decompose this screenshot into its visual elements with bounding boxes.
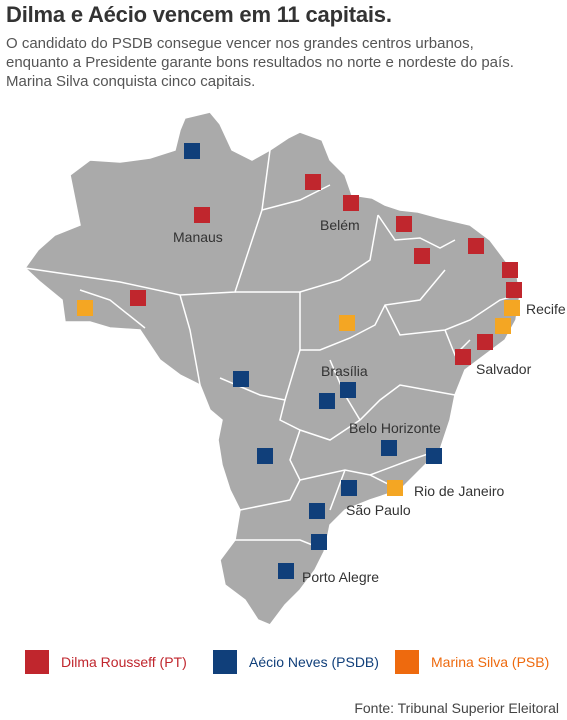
source-note: Fonte: Tribunal Superior Eleitoral [354,700,559,716]
marker-macapa [305,174,321,190]
marker-cuiaba [233,371,249,387]
marker-goiania [319,393,335,409]
legend-label-aecio: Aécio Neves (PSDB) [249,654,379,670]
label-brasilia: Brasília [321,363,368,379]
label-porto-alegre: Porto Alegre [302,569,379,585]
marker-fortaleza [468,238,484,254]
marker-rio-de-janeiro [387,480,403,496]
brazil-outline [24,111,521,626]
label-sao-paulo: São Paulo [346,502,411,518]
legend-swatch-dilma [25,650,49,674]
label-salvador: Salvador [476,361,532,377]
marker-rio-branco [130,290,146,306]
map-title: Dilma e Aécio vencem em 11 capitais. [6,2,392,27]
subtitle-line-2: enquanto a Presidente garante bons resul… [6,54,514,71]
marker-porto-alegre [278,563,294,579]
marker-belem [343,195,359,211]
label-rio-de-janeiro: Rio de Janeiro [414,483,504,499]
marker-maceio [477,334,493,350]
marker-joao-pessoa [506,282,522,298]
state-borders [24,149,518,551]
marker-campo-grande [257,448,273,464]
capital-markers [77,143,522,579]
label-belo-horizonte: Belo Horizonte [349,420,441,436]
legend-swatch-aecio [213,650,237,674]
subtitle-line-1: O candidato do PSDB consegue vencer nos … [6,35,474,52]
marker-manaus [194,207,210,223]
marker-sao-paulo [341,480,357,496]
marker-brasilia [340,382,356,398]
marker-florianopolis [311,534,327,550]
marker-boa-vista [184,143,200,159]
marker-palmas [339,315,355,331]
marker-vitoria [426,448,442,464]
marker-porto-velho [77,300,93,316]
marker-teresina [414,248,430,264]
marker-recife [504,300,520,316]
label-manaus: Manaus [173,229,223,245]
marker-belo-horizonte [381,440,397,456]
legend-item-dilma: Dilma Rousseff (PT) [25,650,187,674]
subtitle-line-3: Marina Silva conquista cinco capitais. [6,73,256,90]
marker-salvador [455,349,471,365]
label-recife: Recife [526,301,566,317]
legend-item-aecio: Aécio Neves (PSDB) [213,650,379,674]
label-belem: Belém [320,217,360,233]
marker-natal [502,262,518,278]
legend-label-dilma: Dilma Rousseff (PT) [61,654,187,670]
legend-item-marina: Marina Silva (PSB) [395,650,549,674]
city-labels: Manaus Belém Recife Salvador Brasília Be… [173,217,566,585]
marker-sao-luis [396,216,412,232]
legend-label-marina: Marina Silva (PSB) [431,654,550,670]
marker-curitiba [309,503,325,519]
marker-aracaju [495,318,511,334]
legend-swatch-marina [395,650,419,674]
